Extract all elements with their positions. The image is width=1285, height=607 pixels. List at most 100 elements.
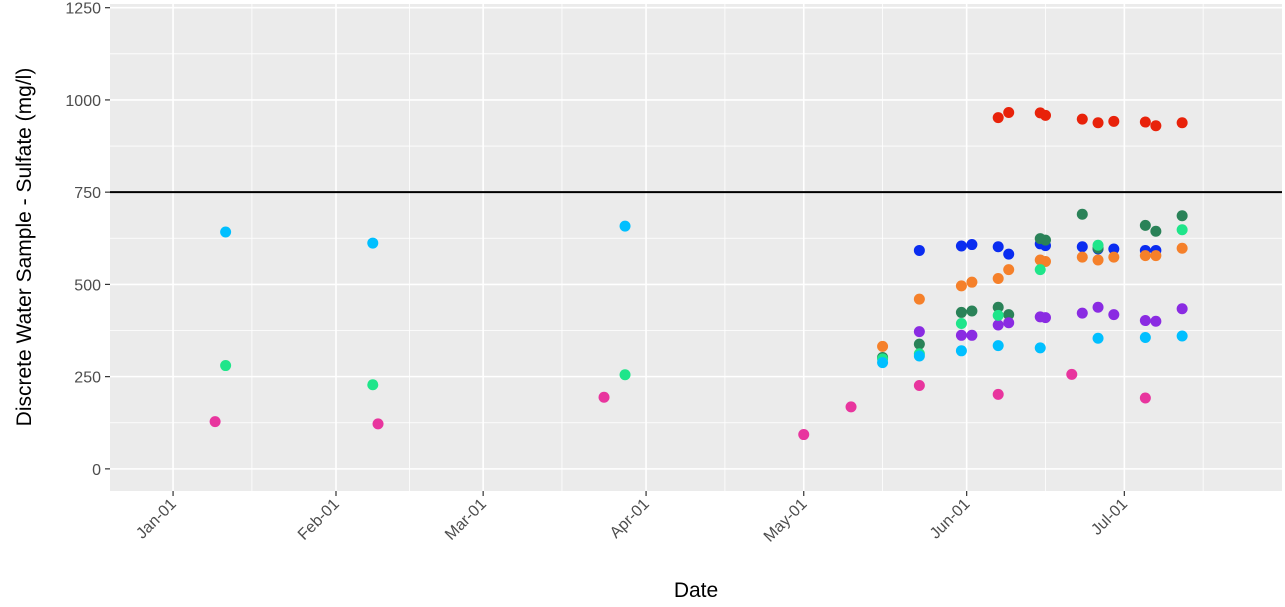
- data-point: [1139, 392, 1151, 404]
- data-point: [1076, 113, 1088, 125]
- data-point: [955, 240, 967, 252]
- data-point: [1176, 210, 1188, 222]
- x-tick-label: Jul-01: [1088, 496, 1131, 539]
- data-point: [1176, 242, 1188, 254]
- data-point: [1003, 309, 1015, 321]
- data-point: [913, 244, 925, 256]
- data-point: [1176, 117, 1188, 129]
- data-point: [1003, 248, 1015, 260]
- data-point: [1092, 301, 1104, 313]
- data-point: [1066, 368, 1078, 380]
- panel-background: [110, 4, 1282, 491]
- data-point: [1139, 116, 1151, 128]
- data-point: [619, 220, 631, 232]
- data-point: [1039, 256, 1051, 268]
- data-point: [966, 276, 978, 288]
- data-point: [1092, 117, 1104, 129]
- data-point: [1139, 332, 1151, 344]
- data-point: [992, 309, 1004, 321]
- data-point: [220, 226, 232, 238]
- minor-gridlines: [110, 4, 1282, 491]
- data-point: [798, 429, 810, 441]
- data-point: [992, 241, 1004, 253]
- data-points: [209, 106, 1188, 441]
- y-axis: 0 250 500 750 1000 1250: [65, 1, 110, 479]
- data-point: [1139, 250, 1151, 262]
- y-tick-label: 250: [74, 370, 101, 387]
- x-axis-title: Date: [674, 579, 718, 602]
- data-point: [619, 369, 631, 381]
- data-point: [367, 379, 379, 391]
- data-point: [1039, 234, 1051, 246]
- data-point: [966, 329, 978, 341]
- y-tick-label: 1000: [65, 93, 101, 110]
- y-tick-label: 1250: [65, 1, 101, 18]
- data-point: [598, 391, 610, 403]
- data-point: [992, 112, 1004, 124]
- data-point: [1176, 330, 1188, 342]
- data-point: [220, 360, 232, 372]
- data-point: [877, 340, 889, 352]
- data-point: [1150, 315, 1162, 327]
- data-point: [955, 306, 967, 318]
- data-point: [913, 326, 925, 338]
- data-point: [913, 379, 925, 391]
- data-point: [1176, 224, 1188, 236]
- data-point: [992, 301, 1004, 313]
- data-point: [372, 418, 384, 430]
- data-point: [1108, 115, 1120, 127]
- y-tick-label: 0: [92, 462, 101, 479]
- x-tick-label: May-01: [761, 496, 811, 546]
- data-point: [1150, 225, 1162, 237]
- x-tick-label: Jun-01: [927, 496, 974, 543]
- data-point: [1139, 219, 1151, 231]
- x-axis: Jan-01 Feb-01 Mar-01 Apr-01 May-01 Jun-01 Jul-…: [133, 491, 1131, 546]
- data-point: [955, 280, 967, 292]
- data-point: [1108, 243, 1120, 255]
- y-axis-title: Discrete Water Sample - Sulfate (mg/l): [13, 68, 36, 427]
- data-point: [992, 388, 1004, 400]
- data-point: [1076, 241, 1088, 253]
- data-point: [955, 345, 967, 357]
- data-point: [1108, 251, 1120, 263]
- data-point: [966, 239, 978, 251]
- data-point: [1108, 309, 1120, 321]
- x-tick-label: Jan-01: [133, 496, 180, 543]
- data-point: [1034, 342, 1046, 354]
- data-point: [1150, 120, 1162, 132]
- x-tick-label: Apr-01: [607, 496, 653, 542]
- data-point: [845, 401, 857, 413]
- data-point: [955, 318, 967, 330]
- y-tick-label: 750: [74, 185, 101, 202]
- data-point: [1039, 312, 1051, 324]
- data-point: [1076, 208, 1088, 220]
- data-point: [955, 329, 967, 341]
- data-point: [1003, 106, 1015, 118]
- data-point: [1092, 239, 1104, 251]
- data-point: [1092, 332, 1104, 344]
- data-point: [1039, 109, 1051, 121]
- major-gridlines: [110, 4, 1282, 491]
- data-point: [913, 293, 925, 305]
- x-tick-label: Mar-01: [442, 496, 490, 544]
- data-point: [1034, 264, 1046, 276]
- data-point: [877, 357, 889, 369]
- data-point: [1003, 317, 1015, 329]
- data-point: [209, 416, 221, 428]
- data-point: [367, 237, 379, 249]
- data-point: [1003, 264, 1015, 276]
- data-point: [913, 350, 925, 362]
- data-point: [966, 305, 978, 317]
- data-point: [992, 340, 1004, 352]
- data-point: [1092, 254, 1104, 266]
- data-point: [1139, 315, 1151, 327]
- data-point: [1076, 251, 1088, 263]
- data-point: [1150, 250, 1162, 262]
- y-tick-label: 500: [74, 277, 101, 294]
- data-point: [992, 319, 1004, 331]
- data-point: [992, 272, 1004, 284]
- data-point: [1076, 307, 1088, 319]
- data-point: [913, 338, 925, 350]
- data-point: [1176, 303, 1188, 315]
